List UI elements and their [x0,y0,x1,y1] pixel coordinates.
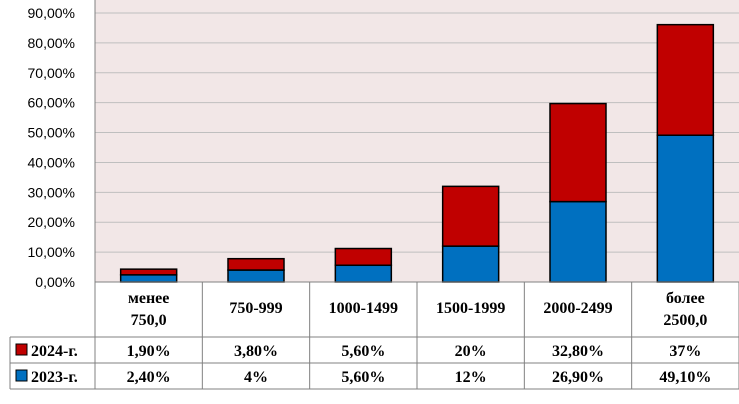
table-cell: 37% [669,343,701,360]
table-cell: 20% [455,343,487,360]
bar-2024 [119,268,178,276]
gridlines [95,12,739,283]
table-cell: 5,60% [341,343,385,360]
y-tick-label: 0,00% [35,274,75,290]
table-cell: 4% [244,369,268,386]
y-axis: 0,00% 10,00% 20,00% 30,00% 40,00% 50,00% 60,00… [28,0,96,290]
category-label: 750-999 [229,300,282,317]
y-tick-label: 60,00% [28,95,75,111]
bar-2024 [656,23,715,136]
table-cell: 1,90% [127,343,171,360]
plot-area [95,0,739,282]
category-label: 2000-2499 [543,300,612,317]
bar-2024 [334,247,393,267]
category-label: 1500-1999 [436,300,505,317]
category-label: 1000-1499 [329,300,398,317]
bar-2023 [334,264,393,283]
category-label: менее 750,0 [128,290,169,329]
legend-2023-label: 2023-г. [31,369,78,386]
bar-2024 [227,257,285,271]
y-tick-label: 10,00% [28,244,75,260]
y-tick-label: 20,00% [28,214,75,230]
bar-2024 [549,102,607,203]
data-table: менее 750,0 750-999 1000-1499 1500-1999 2000-… [9,281,739,390]
bar-2023 [227,269,285,283]
table-cell: 3,80% [234,343,278,360]
bar-2023 [549,200,607,283]
bar-2023 [119,274,178,283]
bar-2024 [441,185,500,247]
y-tick-label: 90,00% [28,5,75,21]
bar-2023 [441,245,500,283]
legend-2024-swatch [15,343,28,356]
bar-2023 [656,134,715,283]
table-cell: 12% [455,369,487,386]
y-tick-label: 30,00% [28,184,75,200]
category-label: более 2500,0 [663,290,707,329]
table-cell: 2,40% [127,369,171,386]
table-cell: 49,10% [659,369,711,386]
legend-2024-label: 2024-г. [31,343,78,360]
table-cell: 32,80% [552,343,604,360]
table-cell: 5,60% [341,369,385,386]
y-tick-label: 80,00% [28,35,75,51]
y-tick-label: 50,00% [28,125,75,141]
y-tick-label: 70,00% [28,65,75,81]
y-tick-label: 40,00% [28,154,75,170]
bars [119,23,715,283]
table-cell: 26,90% [552,369,604,386]
legend-2023-swatch [15,369,28,382]
